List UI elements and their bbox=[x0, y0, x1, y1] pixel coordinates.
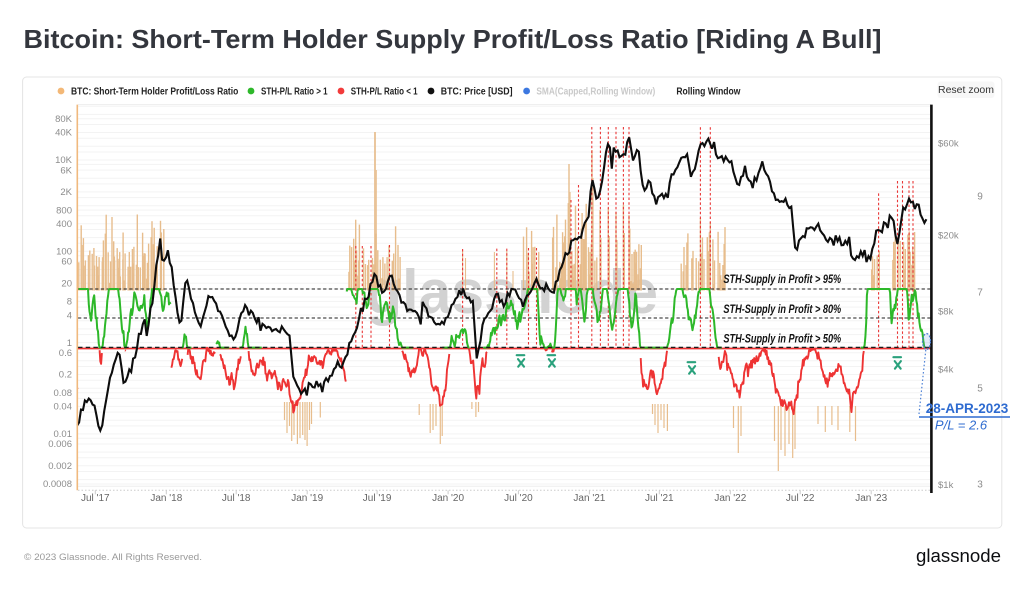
svg-text:Jul '20: Jul '20 bbox=[504, 493, 533, 504]
svg-text:STH-P/L Ratio > 1: STH-P/L Ratio > 1 bbox=[261, 87, 328, 98]
svg-text:Jul '18: Jul '18 bbox=[222, 493, 251, 504]
svg-text:80K: 80K bbox=[55, 114, 73, 125]
svg-text:$4k: $4k bbox=[938, 365, 954, 376]
svg-text:Jan '21: Jan '21 bbox=[573, 493, 605, 504]
svg-text:800: 800 bbox=[56, 205, 72, 216]
svg-text:Rolling Window: Rolling Window bbox=[676, 87, 740, 98]
svg-text:STH-Supply in Profit > 80%: STH-Supply in Profit > 80% bbox=[723, 304, 841, 316]
svg-text:7: 7 bbox=[977, 287, 983, 298]
svg-text:0.002: 0.002 bbox=[48, 461, 72, 472]
svg-text:Jan '19: Jan '19 bbox=[291, 493, 323, 504]
svg-text:STH-Supply in Profit > 95%: STH-Supply in Profit > 95% bbox=[723, 274, 841, 286]
svg-text:STH-P/L Ratio < 1: STH-P/L Ratio < 1 bbox=[351, 87, 418, 98]
svg-text:8: 8 bbox=[67, 297, 72, 308]
svg-text:P/L = 2.6: P/L = 2.6 bbox=[935, 418, 988, 433]
svg-text:10K: 10K bbox=[55, 155, 73, 166]
svg-text:9: 9 bbox=[977, 191, 983, 202]
svg-text:0.04: 0.04 bbox=[54, 402, 73, 413]
svg-text:glassnode: glassnode bbox=[916, 546, 1001, 566]
svg-text:Jul '22: Jul '22 bbox=[786, 493, 815, 504]
svg-text:Jan '23: Jan '23 bbox=[855, 493, 887, 504]
svg-text:0.6: 0.6 bbox=[59, 348, 72, 359]
svg-text:Jul '19: Jul '19 bbox=[363, 493, 392, 504]
svg-text:0.2: 0.2 bbox=[59, 370, 72, 381]
svg-text:400: 400 bbox=[56, 219, 72, 230]
svg-text:STH-Supply in Profit > 50%: STH-Supply in Profit > 50% bbox=[723, 334, 841, 346]
svg-text:100: 100 bbox=[56, 247, 72, 258]
svg-text:2K: 2K bbox=[60, 187, 72, 198]
svg-text:Jan '18: Jan '18 bbox=[150, 493, 182, 504]
svg-text:Jan '20: Jan '20 bbox=[432, 493, 464, 504]
svg-text:$60k: $60k bbox=[938, 139, 959, 150]
svg-text:4: 4 bbox=[67, 310, 72, 321]
svg-text:Jul '17: Jul '17 bbox=[81, 493, 110, 504]
svg-text:0.006: 0.006 bbox=[48, 439, 72, 450]
svg-text:5: 5 bbox=[977, 384, 983, 395]
svg-text:BTC: Short-Term Holder Profit/: BTC: Short-Term Holder Profit/Loss Ratio bbox=[71, 87, 238, 98]
svg-text:BTC: Price [USD]: BTC: Price [USD] bbox=[441, 87, 513, 98]
svg-text:0.01: 0.01 bbox=[54, 429, 73, 440]
svg-text:0.08: 0.08 bbox=[54, 388, 73, 399]
svg-text:6K: 6K bbox=[60, 165, 72, 176]
svg-text:40K: 40K bbox=[55, 128, 73, 139]
svg-text:1: 1 bbox=[67, 338, 72, 349]
svg-text:Reset zoom: Reset zoom bbox=[938, 84, 994, 96]
svg-text:Jan '22: Jan '22 bbox=[714, 493, 746, 504]
svg-text:Jul '21: Jul '21 bbox=[645, 493, 674, 504]
svg-text:60: 60 bbox=[61, 257, 72, 268]
svg-text:0.0008: 0.0008 bbox=[43, 479, 72, 490]
svg-text:28-APR-2023: 28-APR-2023 bbox=[926, 401, 1009, 416]
svg-text:20: 20 bbox=[61, 278, 72, 289]
svg-text:$8k: $8k bbox=[938, 307, 954, 318]
svg-text:3: 3 bbox=[977, 480, 983, 491]
svg-text:$20k: $20k bbox=[938, 230, 959, 241]
svg-text:Bitcoin: Short-Term Holder Sup: Bitcoin: Short-Term Holder Supply Profit… bbox=[24, 24, 882, 54]
svg-text:© 2023 Glassnode. All Rights R: © 2023 Glassnode. All Rights Reserved. bbox=[24, 552, 202, 563]
svg-text:$1k: $1k bbox=[938, 480, 954, 491]
svg-text:SMA(Capped,Rolling Window): SMA(Capped,Rolling Window) bbox=[536, 87, 655, 98]
